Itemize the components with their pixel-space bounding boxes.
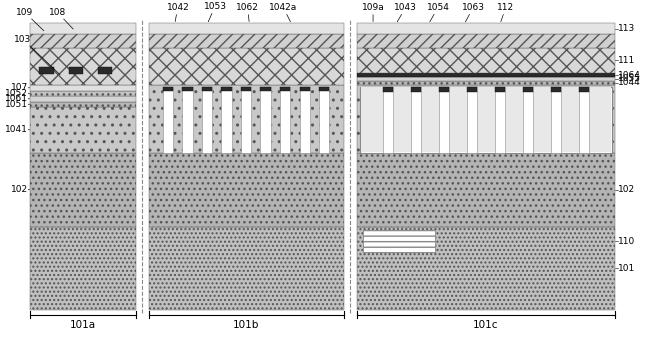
Bar [30, 96, 136, 102]
Bar [98, 67, 112, 74]
Bar [30, 23, 136, 34]
Text: 1061: 1061 [5, 94, 30, 103]
Bar [523, 87, 533, 92]
Bar [261, 87, 271, 153]
Bar [30, 107, 136, 153]
Bar [183, 87, 193, 92]
Bar [69, 67, 83, 74]
Bar [495, 87, 505, 153]
Bar [551, 87, 561, 92]
Bar [357, 227, 615, 309]
Text: 102: 102 [618, 185, 636, 194]
Text: 113: 113 [618, 24, 636, 33]
Bar [319, 87, 330, 92]
Bar [551, 87, 561, 153]
Bar [280, 87, 291, 153]
Text: 108: 108 [49, 8, 73, 29]
Text: 102: 102 [11, 185, 30, 194]
Text: 110: 110 [618, 237, 636, 246]
Text: 1043: 1043 [394, 3, 417, 22]
Bar [280, 87, 291, 92]
Bar [411, 87, 421, 92]
Bar [30, 153, 136, 227]
Bar [319, 87, 330, 153]
Text: 101a: 101a [70, 320, 95, 330]
Bar [30, 85, 136, 91]
Bar [30, 34, 136, 48]
Bar [357, 34, 615, 48]
Bar [30, 48, 136, 85]
Bar [299, 87, 310, 92]
Bar [411, 87, 421, 153]
Bar [241, 87, 252, 153]
Bar [30, 227, 136, 309]
Bar [357, 73, 615, 77]
Text: 107: 107 [11, 83, 30, 92]
Bar [360, 87, 612, 153]
Text: 1042: 1042 [167, 3, 189, 22]
Bar [163, 87, 173, 92]
Bar [357, 85, 615, 153]
Bar [357, 77, 615, 81]
Bar [30, 91, 136, 96]
Bar [261, 87, 271, 92]
Bar [357, 23, 615, 34]
Bar [39, 67, 54, 74]
Text: 1051: 1051 [5, 100, 30, 109]
Bar [579, 87, 589, 92]
Bar [357, 81, 615, 85]
Bar [202, 87, 213, 153]
Text: 109: 109 [17, 8, 44, 31]
Bar [495, 87, 505, 92]
Text: 1062: 1062 [236, 3, 259, 22]
Text: 112: 112 [497, 3, 514, 22]
Bar [361, 87, 611, 152]
Bar [363, 230, 435, 252]
Bar [222, 87, 232, 153]
Text: 1064: 1064 [618, 71, 641, 80]
Bar [439, 87, 449, 92]
Bar [357, 153, 615, 227]
Text: 101: 101 [618, 264, 636, 273]
Bar [241, 87, 252, 92]
Bar [30, 102, 136, 107]
Text: 1041: 1041 [5, 125, 30, 134]
Text: 1042a: 1042a [269, 3, 297, 22]
Bar [383, 87, 393, 153]
Bar [467, 87, 477, 92]
Text: 111: 111 [618, 56, 636, 65]
Bar [163, 87, 173, 153]
Bar [148, 85, 344, 153]
Bar [579, 87, 589, 153]
Bar [148, 23, 344, 34]
Text: 1063: 1063 [461, 3, 485, 22]
Text: 1054: 1054 [427, 3, 449, 22]
Bar [439, 87, 449, 153]
Text: 109a: 109a [361, 3, 385, 22]
Text: 1052: 1052 [5, 89, 30, 98]
Bar [148, 153, 344, 227]
Text: 1053: 1053 [203, 2, 226, 22]
Bar [357, 48, 615, 73]
Text: 103: 103 [15, 35, 60, 75]
Text: 101c: 101c [473, 320, 498, 330]
Bar [299, 87, 310, 153]
Bar [148, 48, 344, 85]
Bar [148, 34, 344, 48]
Bar [183, 87, 193, 153]
Text: 1044: 1044 [618, 78, 641, 87]
Text: 1055: 1055 [618, 74, 641, 83]
Bar [467, 87, 477, 153]
Text: 101b: 101b [233, 320, 260, 330]
Bar [148, 227, 344, 309]
Bar [383, 87, 393, 92]
Bar [222, 87, 232, 92]
Bar [523, 87, 533, 153]
Bar [202, 87, 213, 92]
